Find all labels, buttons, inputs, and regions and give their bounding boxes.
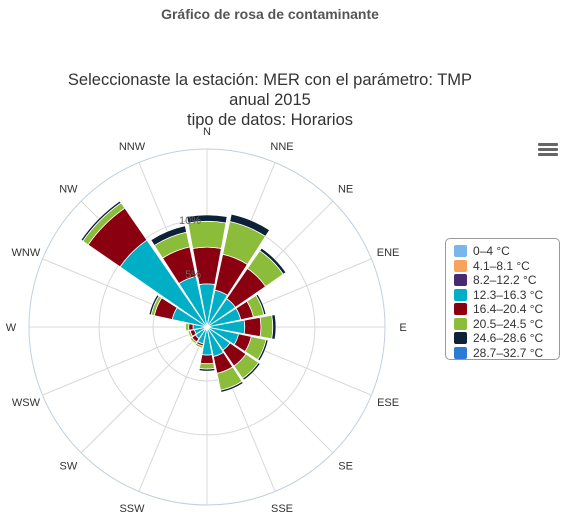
direction-label-SSW: SSW <box>119 503 145 512</box>
legend-item[interactable]: 20.5–24.5 °C <box>454 317 559 332</box>
rose-bar-SSW[interactable] <box>194 342 204 349</box>
legend-swatch <box>454 317 467 330</box>
direction-gridline <box>138 326 208 492</box>
rose-bar-ESE[interactable] <box>257 339 269 362</box>
chart-title-line: anual 2015 <box>229 91 311 109</box>
legend-swatch <box>454 332 467 345</box>
legend-item[interactable]: 12.3–16.3 °C <box>454 288 559 303</box>
page-heading: Gráfico de rosa de contaminante <box>161 6 379 22</box>
legend-label: 28.7–32.7 °C <box>473 345 544 360</box>
legend-item[interactable]: 28.7–32.7 °C <box>454 346 559 361</box>
legend-label: 4.1–8.1 °C <box>473 258 530 273</box>
direction-label-NNE: NNE <box>270 141 293 153</box>
rose-bar-NNW[interactable] <box>150 225 188 246</box>
legend-label: 0–4 °C <box>473 244 510 259</box>
direction-label-WNW: WNW <box>12 247 41 259</box>
direction-label-ESE: ESE <box>377 397 399 409</box>
legend-item[interactable]: 8.2–12.2 °C <box>454 273 559 288</box>
rose-bar-NW[interactable] <box>80 200 122 242</box>
radial-tick-label: 10% <box>179 215 201 227</box>
chart-title-line: tipo de datos: Horarios <box>186 111 353 129</box>
menu-bar <box>538 153 558 156</box>
direction-label-NW: NW <box>59 183 78 195</box>
rose-bar-SW[interactable] <box>189 336 198 345</box>
rose-bar-SSE[interactable] <box>220 380 244 393</box>
rose-bar-NE[interactable] <box>259 247 287 275</box>
direction-gridline <box>80 326 208 454</box>
chart-menu-icon[interactable] <box>536 141 560 159</box>
direction-label-SSE: SSE <box>271 503 293 512</box>
menu-bar <box>538 148 558 151</box>
rose-bar-W[interactable] <box>188 323 194 331</box>
rose-bar-E[interactable] <box>271 314 277 340</box>
legend-item[interactable]: 16.4–20.4 °C <box>454 302 559 317</box>
rose-bar-E[interactable] <box>259 314 274 340</box>
legend-item[interactable]: 0–4 °C <box>454 244 559 259</box>
direction-label-W: W <box>6 322 17 334</box>
legend-label: 16.4–20.4 °C <box>473 302 544 317</box>
legend-item[interactable]: 4.1–8.1 °C <box>454 259 559 274</box>
rose-bar-W[interactable] <box>185 322 190 332</box>
rose-bar-SE[interactable] <box>242 362 261 381</box>
chart-title-line: Seleccionaste la estación: MER con el pa… <box>67 71 473 89</box>
rose-bar-NNE[interactable] <box>229 213 271 237</box>
direction-label-E: E <box>399 322 406 334</box>
legend-item[interactable]: 24.6–28.6 °C <box>454 331 559 346</box>
legend-swatch <box>454 274 467 287</box>
legend-swatch <box>454 259 467 272</box>
legend-swatch <box>454 288 467 301</box>
menu-bar <box>538 143 558 146</box>
direction-label-ENE: ENE <box>377 247 400 259</box>
legend-swatch <box>454 346 467 359</box>
legend-label: 24.6–28.6 °C <box>473 331 544 346</box>
rose-bar-WSW[interactable] <box>187 330 194 339</box>
chart-title: Seleccionaste la estación: MER con el pa… <box>0 70 540 130</box>
direction-label-N: N <box>203 126 211 138</box>
rose-bar-WNW[interactable] <box>148 294 160 316</box>
rose-bar-N[interactable] <box>186 214 228 224</box>
direction-gridline <box>42 326 208 396</box>
legend-label: 12.3–16.3 °C <box>473 287 544 302</box>
direction-label-NNW: NNW <box>119 141 146 153</box>
legend-swatch <box>454 245 467 258</box>
direction-label-WSW: WSW <box>12 397 41 409</box>
legend-swatch <box>454 303 467 316</box>
direction-label-SE: SE <box>338 461 353 473</box>
rose-bar-E[interactable] <box>243 316 262 338</box>
legend-label: 8.2–12.2 °C <box>473 273 537 288</box>
legend-label: 20.5–24.5 °C <box>473 316 544 331</box>
direction-label-NE: NE <box>338 183 353 195</box>
legend: 0–4 °C 4.1–8.1 °C 8.2–12.2 °C 12.3–16.3 °C 1… <box>445 238 560 360</box>
rose-bar-S[interactable] <box>198 367 216 372</box>
rose-bar-S[interactable] <box>198 362 216 370</box>
direction-label-SW: SW <box>60 461 78 473</box>
rose-bar-ENE[interactable] <box>255 293 267 316</box>
radial-tick-label: 5% <box>185 269 201 281</box>
rose-bar-S[interactable] <box>199 354 215 365</box>
